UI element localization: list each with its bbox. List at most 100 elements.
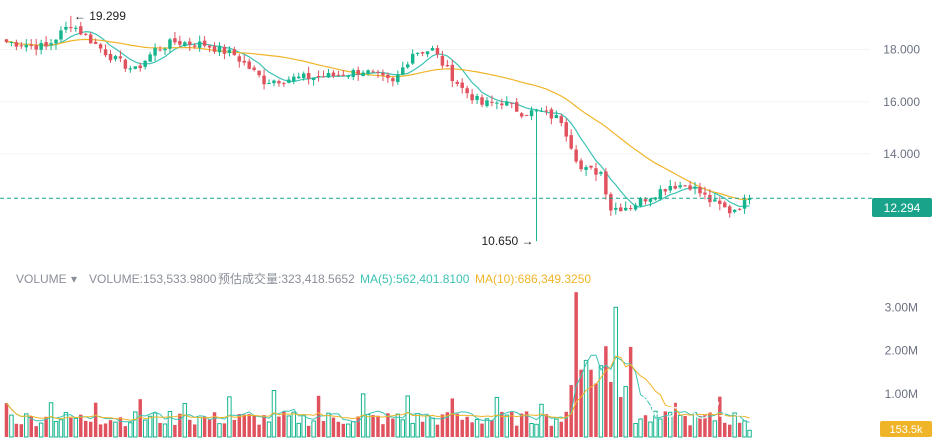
volume-bar [465, 416, 469, 437]
candle-body [306, 72, 311, 79]
volume-bar [69, 417, 73, 437]
candle-body [614, 207, 618, 210]
candle-body [321, 76, 326, 78]
volume-bar [118, 417, 123, 437]
candle-body [54, 39, 58, 44]
candle-body [237, 56, 242, 62]
candle-body [559, 116, 564, 123]
volume-bar [128, 422, 133, 438]
volume-bar [539, 403, 544, 438]
candle-body [490, 101, 494, 103]
candle-body [723, 202, 727, 208]
candle-body [88, 34, 93, 44]
volume-bar [192, 424, 197, 437]
candle-body [163, 48, 167, 51]
candle-body [69, 27, 73, 29]
candle-body [371, 71, 375, 73]
price-tick-label: 16.000 [883, 95, 920, 109]
volume-bar [589, 369, 593, 437]
volume-bar [554, 418, 559, 438]
volume-bar [623, 385, 628, 438]
volume-bar [618, 397, 623, 437]
candle-body [594, 168, 598, 175]
volume-bar [103, 423, 108, 437]
chevron-down-icon[interactable]: ▾ [71, 272, 77, 286]
price-tick-label: 18.000 [883, 43, 920, 57]
candle-body [688, 185, 692, 190]
candle-body [693, 186, 697, 189]
volume-bar [24, 413, 29, 438]
volume-bar [222, 423, 227, 437]
volume-bar [688, 425, 692, 437]
candle-body [529, 110, 534, 117]
volume-bar [311, 420, 316, 438]
volume-bar [371, 415, 375, 437]
candle-body [133, 66, 138, 69]
candle-body [455, 81, 459, 84]
candle-body [747, 198, 752, 200]
last-price-label: 12.294 [884, 201, 921, 215]
candle-body [257, 70, 261, 76]
volume-legend-title[interactable]: VOLUME [16, 272, 67, 286]
volume-bar [14, 423, 19, 437]
volume-bar [504, 414, 510, 438]
volume-bar [252, 415, 256, 437]
candle-body [633, 205, 638, 210]
candle-body [440, 55, 445, 66]
candle-body [618, 207, 623, 212]
volume-bar [123, 426, 128, 437]
volume-bar [207, 419, 212, 437]
volume-bar [391, 418, 395, 437]
candle-body [703, 192, 707, 195]
volume-ma5-line [6, 354, 750, 423]
candle-body [549, 109, 554, 119]
candle-body [336, 74, 341, 76]
candle-body [579, 160, 583, 170]
volume-bar [282, 411, 286, 437]
volume-bar [326, 412, 331, 438]
candle-body [79, 26, 83, 35]
candle-body [356, 69, 360, 75]
candle-body [351, 70, 355, 77]
candle-body [222, 46, 227, 54]
candle-body [168, 39, 172, 49]
volume-bar [628, 346, 633, 437]
volume-bar [470, 422, 474, 437]
volume-bar [266, 421, 272, 438]
candle-body [435, 47, 440, 55]
volume-bar [277, 416, 281, 437]
candle-body [668, 185, 672, 191]
volume-bar [400, 419, 406, 438]
last-volume-label: 153.5k [889, 424, 923, 436]
volume-bar [425, 415, 430, 438]
candle-body [450, 64, 455, 82]
volume-bar [668, 411, 673, 438]
volume-bar [500, 411, 504, 437]
candle-body [401, 67, 405, 75]
volume-bar [708, 412, 712, 437]
volume-bar [9, 414, 14, 438]
volume-bar [395, 413, 401, 438]
candle-body [158, 49, 162, 51]
candle-body [609, 194, 613, 211]
volume-bar [609, 382, 613, 437]
candle-body [118, 56, 123, 59]
volume-axis: 3.00M 2.00M 1.00M [885, 300, 918, 400]
ma-fast-line [6, 30, 750, 208]
ma5-value: MA(5):562,401.8100 [360, 272, 470, 286]
volume-bar [73, 417, 79, 438]
volume-bar [604, 346, 608, 437]
volume-bar [38, 422, 44, 438]
volume-bar [480, 423, 484, 437]
volume-bar [48, 402, 54, 438]
candle-body [212, 46, 217, 52]
candle-body [202, 40, 207, 46]
volume-bar [484, 418, 490, 438]
candle-body [470, 94, 474, 101]
candle-body [742, 199, 747, 209]
volume-bar [365, 414, 371, 438]
candle-body [287, 79, 291, 83]
volume-bar [514, 425, 519, 437]
volume-bar [167, 410, 173, 438]
candle-body [143, 60, 147, 67]
